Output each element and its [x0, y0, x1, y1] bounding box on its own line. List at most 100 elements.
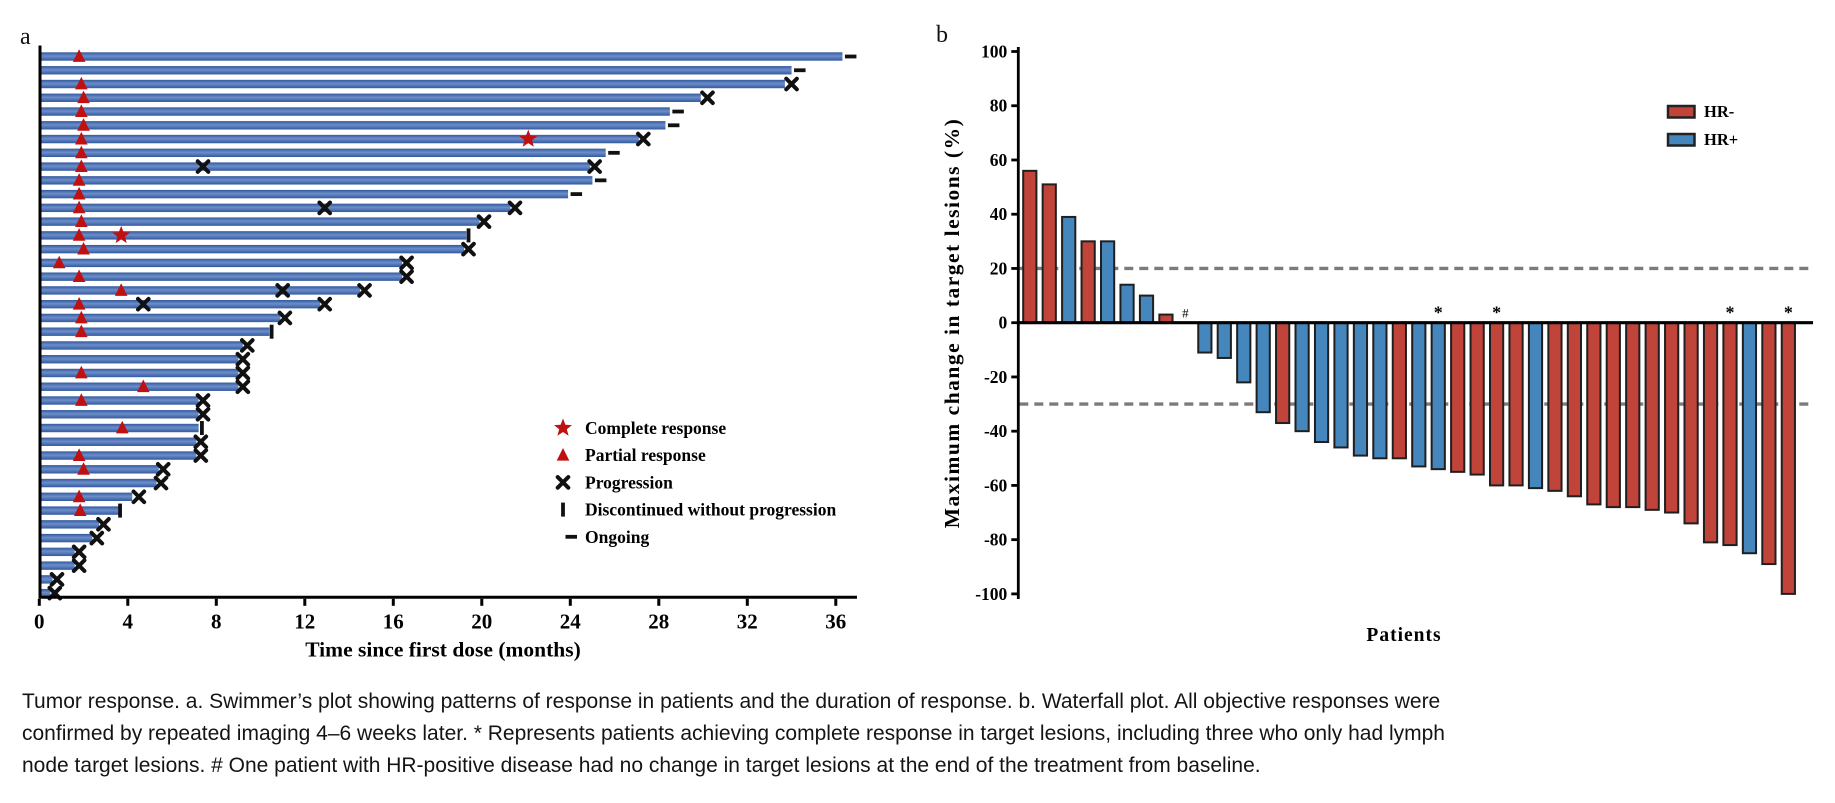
waterfall-bar — [1236, 321, 1252, 384]
swimmer-bar — [40, 299, 321, 309]
partial-response-triangle-icon — [556, 448, 570, 461]
progression-x-icon — [155, 462, 171, 477]
x-axis-tick-label: 20 — [471, 609, 492, 633]
waterfall-bar — [1294, 321, 1310, 433]
progression-x-icon — [555, 475, 571, 490]
partial-response-triangle-icon — [75, 145, 88, 159]
waterfall-bar — [1469, 321, 1485, 476]
waterfall-bar — [1022, 169, 1038, 324]
waterfall-bar — [1586, 321, 1602, 506]
progression-x-icon — [135, 296, 151, 312]
waterfall-bar — [1352, 321, 1369, 457]
progression-x-icon — [235, 365, 251, 381]
partial-response-triangle-icon — [115, 420, 129, 434]
waterfall-bar — [1100, 240, 1116, 324]
progression-x-icon — [317, 296, 333, 312]
swimmer-bar — [40, 244, 465, 254]
progression-x-icon — [277, 310, 293, 326]
swimmer-bar — [40, 313, 281, 323]
x-axis-tick-label: 4 — [123, 609, 134, 633]
partial-response-triangle-icon — [72, 228, 86, 241]
progression-x-icon — [507, 200, 523, 216]
progression-x-icon — [636, 131, 651, 147]
waterfall-bar — [1702, 321, 1719, 544]
waterfall-bar — [1430, 321, 1446, 471]
partial-response-triangle-icon — [77, 90, 90, 104]
progression-x-icon — [49, 572, 65, 587]
waterfall-bar — [1197, 321, 1213, 354]
legend-label: Discontinued without progression — [585, 500, 836, 520]
ongoing-dash-icon — [565, 534, 577, 539]
swimmer-bar — [40, 121, 666, 130]
swimmer-bar — [40, 382, 239, 391]
waterfall-bar — [1411, 321, 1427, 468]
swimmer-bar — [40, 520, 100, 529]
swimmer-bar — [40, 134, 639, 144]
x-axis-title: Time since first dose (months) — [305, 637, 581, 661]
progression-x-icon — [399, 269, 414, 284]
partial-response-triangle-icon — [77, 241, 90, 255]
progression-x-icon — [195, 393, 211, 408]
progression-x-icon — [317, 200, 333, 216]
swimmer-bar — [40, 368, 239, 378]
figure-caption: Tumor response. a. Swimmer’s plot showin… — [22, 686, 1822, 782]
progression-x-icon — [193, 448, 209, 463]
complete-response-asterisk: * — [1434, 303, 1443, 323]
partial-response-triangle-icon — [72, 489, 86, 503]
complete-response-star-icon — [112, 225, 131, 244]
y-axis-tick-label: -60 — [984, 475, 1008, 495]
swimmer-bar — [40, 396, 199, 405]
swimmer-bar — [40, 492, 133, 502]
progression-x-icon — [357, 283, 372, 298]
progression-x-icon — [587, 159, 602, 174]
y-axis-tick-label: -20 — [984, 367, 1008, 387]
swimmer-bar — [40, 410, 199, 419]
discontinued-tick-icon — [269, 324, 274, 339]
progression-x-icon — [399, 255, 414, 271]
waterfall-bar — [1605, 321, 1621, 509]
partial-response-triangle-icon — [72, 448, 86, 461]
ongoing-dash-icon — [570, 192, 583, 196]
waterfall-bar — [1391, 321, 1407, 460]
waterfall-bar — [1722, 321, 1738, 547]
swimmer-bar — [40, 327, 270, 336]
complete-response-star-icon — [554, 418, 572, 436]
swimmer-bar — [40, 148, 606, 158]
partial-response-triangle-icon — [136, 379, 150, 393]
partial-response-triangle-icon — [72, 296, 86, 310]
y-axis-tick-label: 80 — [990, 96, 1008, 116]
caption-line: node target lesions. # One patient with … — [22, 754, 1261, 777]
waterfall-bar — [1761, 321, 1777, 566]
progression-x-icon — [235, 351, 251, 367]
waterfall-bar — [1566, 321, 1583, 498]
waterfall-bar — [1780, 321, 1796, 595]
complete-response-star-icon — [519, 129, 538, 147]
legend-label: Ongoing — [585, 527, 649, 547]
complete-response-asterisk: * — [1492, 303, 1501, 323]
waterfall-bar — [1216, 321, 1232, 359]
partial-response-triangle-icon — [75, 214, 88, 228]
y-axis-tick-label: 20 — [990, 258, 1008, 278]
x-axis-tick-label: 12 — [294, 609, 315, 633]
discontinued-tick-icon — [200, 421, 204, 436]
waterfall-bar — [1489, 321, 1505, 487]
swimmer-bar — [40, 465, 159, 474]
partial-response-triangle-icon — [52, 255, 66, 269]
legend-label: HR- — [1704, 102, 1734, 121]
x-axis-tick-label: 16 — [383, 609, 404, 633]
waterfall-bar — [1683, 321, 1699, 525]
swimmer-bar — [40, 203, 511, 213]
legend-label: HR+ — [1704, 130, 1738, 149]
x-axis-tick-label: 8 — [211, 609, 222, 633]
ongoing-dash-icon — [594, 178, 607, 183]
progression-x-icon — [700, 90, 715, 106]
partial-response-triangle-icon — [72, 200, 86, 214]
swimmer-bar — [40, 93, 701, 102]
x-axis-tick-label: 24 — [560, 609, 582, 633]
swimmer-bar — [40, 258, 403, 268]
y-axis-tick-label: 40 — [990, 204, 1008, 224]
x-axis-tick-label: 32 — [737, 609, 758, 633]
ongoing-dash-icon — [667, 123, 680, 128]
caption-line: confirmed by repeated imaging 4–6 weeks … — [22, 722, 1445, 745]
y-axis-tick-label: 100 — [981, 42, 1008, 62]
